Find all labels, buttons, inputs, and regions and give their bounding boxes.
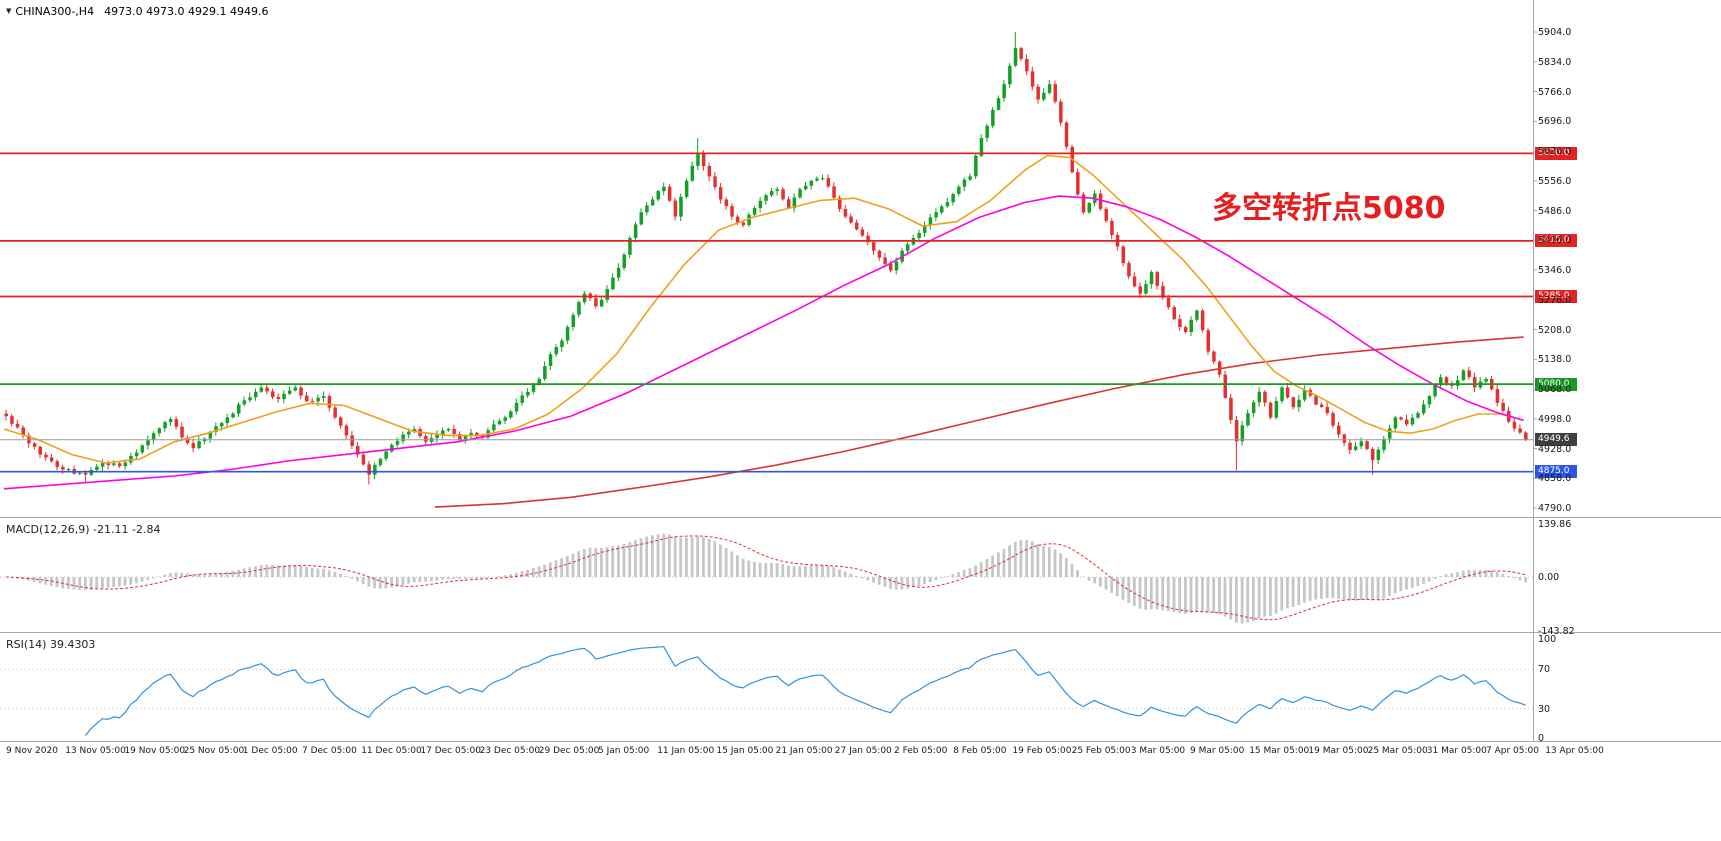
time-tick: 8 Feb 05:00 [953,746,1007,756]
time-tick: 5 Jan 05:00 [598,746,650,756]
rsi-indicator-label: RSI(14) 39.4303 [6,638,96,651]
time-tick: 21 Jan 05:00 [775,746,833,756]
time-tick: 9 Mar 05:00 [1190,746,1245,756]
price-tick: 5068.0 [1538,384,1572,395]
price-badge-5080: 5080.0 [1535,377,1577,391]
macd-signal-line [5,535,1526,621]
indicator-tick: 139.86 [1538,519,1572,530]
time-tick: 31 Mar 05:00 [1426,746,1487,756]
collapse-triangle-icon[interactable]: ▼ [6,7,12,15]
time-tick: 25 Mar 05:00 [1367,746,1428,756]
chart-annotation-text[interactable]: 多空转折点5080 [1212,191,1446,226]
price-badge-5620: 5620.0 [1535,146,1577,160]
time-tick: 9 Nov 2020 [6,746,58,756]
time-tick: 19 Nov 05:00 [124,746,186,756]
indicator-tick: 0 [1538,733,1545,744]
ma-mid [3,195,1524,490]
price-tick: 5556.0 [1538,175,1572,187]
ma-slow [434,336,1524,508]
price-tick: 4998.0 [1538,413,1572,425]
time-axis[interactable]: 9 Nov 2020 13 Nov 05:00 19 Nov 05:00 25 Nov… [0,746,1721,760]
time-tick: 7 Dec 05:00 [302,746,357,756]
current-price-badge: 4949.6 [1535,433,1577,447]
price-tick: 5626.0 [1538,146,1572,157]
price-tick: 5766.0 [1538,86,1572,98]
macd-panel [0,533,1533,624]
macd-indicator-label: MACD(12,26,9) -21.11 -2.84 [6,523,161,536]
time-tick: 15 Jan 05:00 [716,746,774,756]
indicator-axis: 139.86 0.00 -143.82 100 70 30 0 [1538,0,1608,760]
price-tick: 5486.0 [1538,205,1572,217]
ohlc-values: 4973.0 4973.0 4929.1 4949.6 [104,5,269,18]
price-badge-5285: 5285.0 [1535,289,1577,303]
price-tick: 4928.0 [1538,443,1572,455]
symbol-period: CHINA300-,H4 [15,5,95,18]
price-tick: 5696.0 [1538,116,1572,128]
time-tick: 7 Apr 05:00 [1486,746,1539,756]
time-tick: 3 Mar 05:00 [1130,746,1186,756]
price-tick: 4858.0 [1538,473,1572,485]
time-tick: 15 Mar 05:00 [1249,746,1310,756]
candles-layer [4,32,1528,485]
price-tick: 5346.0 [1538,265,1572,276]
time-tick: 29 Dec 05:00 [538,746,600,756]
price-tick: 5276.0 [1538,294,1572,306]
time-tick: 11 Jan 05:00 [657,746,715,756]
time-tick: 25 Feb 05:00 [1071,746,1131,756]
price-tick: 5904.0 [1538,27,1572,38]
time-tick: 23 Dec 05:00 [479,746,541,756]
time-tick: 27 Jan 05:00 [834,746,892,756]
indicator-tick: 30 [1538,703,1551,715]
time-tick: 19 Feb 05:00 [1012,746,1072,756]
time-tick: 13 Nov 05:00 [65,746,126,756]
time-tick: 1 Dec 05:00 [242,746,298,756]
price-tick: 5834.0 [1538,56,1572,68]
symbol-header: ▼ CHINA300-,H4 4973.0 4973.0 4929.1 4949.6 [6,5,269,18]
time-tick: 2 Feb 05:00 [894,746,948,756]
indicator-tick: 70 [1538,664,1551,676]
price-tick: 4790.0 [1538,503,1572,514]
time-tick: 11 Dec 05:00 [361,746,422,756]
time-tick: 17 Dec 05:00 [420,746,481,756]
rsi-panel [0,646,1533,737]
rsi-line [84,646,1526,737]
price-tick: 5208.0 [1538,324,1572,336]
indicator-tick: -143.82 [1538,626,1575,637]
price-badge-5415: 5415.0 [1535,234,1577,248]
time-tick: 25 Nov 05:00 [183,746,245,756]
indicator-tick: 100 [1538,634,1557,645]
price-axis[interactable]: 5904.0 5834.0 5766.0 5696.0 5626.0 5556.0 5486… [1538,0,1608,760]
indicator-tick: 0.00 [1538,572,1560,583]
price-tick: 5416.0 [1538,235,1572,247]
price-tick: 5138.0 [1538,354,1572,366]
time-tick: 19 Mar 05:00 [1308,746,1369,756]
ma-fast [3,154,1524,464]
time-tick: 13 Apr 05:00 [1545,746,1604,756]
price-badge-4875: 4875.0 [1535,465,1577,479]
